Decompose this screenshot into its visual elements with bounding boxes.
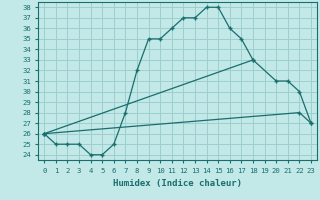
- X-axis label: Humidex (Indice chaleur): Humidex (Indice chaleur): [113, 179, 242, 188]
